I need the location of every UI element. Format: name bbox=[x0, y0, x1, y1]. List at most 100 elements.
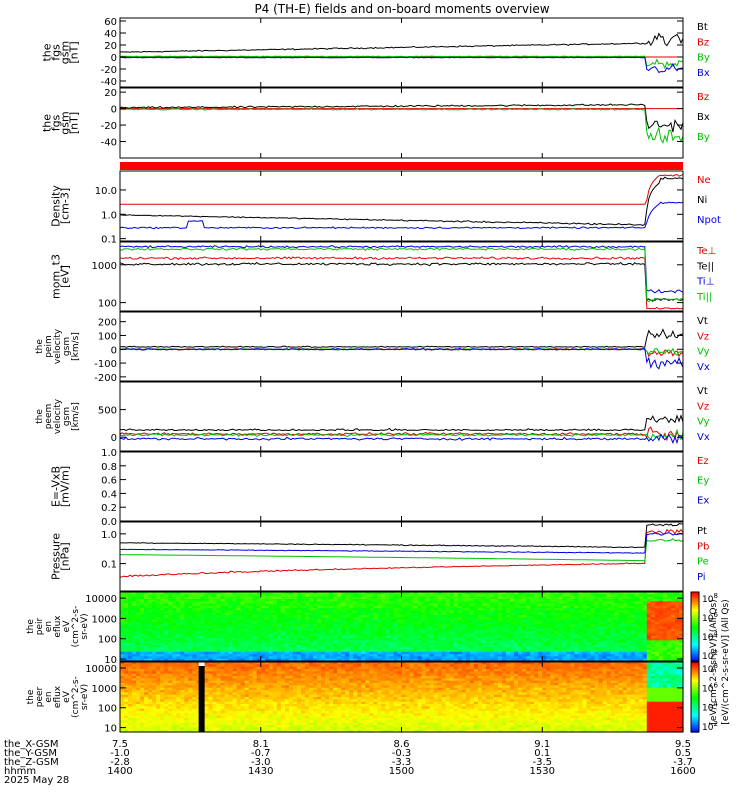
spectrogram-cell bbox=[461, 617, 467, 621]
spectrogram-cell bbox=[124, 678, 129, 682]
spectrogram-cell bbox=[582, 603, 588, 607]
spectrogram-cell bbox=[288, 594, 294, 598]
spectrogram-cell bbox=[124, 654, 129, 657]
spectrogram-cell bbox=[650, 642, 656, 646]
spectrogram-cell bbox=[626, 631, 632, 634]
spectrogram-cell bbox=[554, 633, 559, 637]
spectrogram-cell bbox=[457, 610, 463, 614]
spectrogram-cell bbox=[646, 603, 652, 607]
spectrogram-cell bbox=[301, 612, 306, 616]
spectrogram-cell bbox=[449, 649, 455, 653]
spectrogram-cell bbox=[675, 647, 680, 651]
spectrogram-cell bbox=[598, 619, 604, 623]
spectrogram-cell bbox=[373, 658, 378, 662]
spectrogram-cell bbox=[184, 644, 189, 648]
spectrogram-cell bbox=[409, 621, 415, 625]
spectrogram-cell bbox=[554, 603, 559, 607]
spectrogram-cell bbox=[381, 633, 386, 637]
spectrogram-cell bbox=[473, 644, 479, 648]
panel-peer-eflux: 10000100010010thepeerenefluxeV(cm^2-s-sr… bbox=[26, 661, 684, 735]
spectrogram-cell bbox=[530, 647, 535, 651]
spectrogram-cell bbox=[188, 615, 193, 618]
spectrogram-cell bbox=[216, 608, 222, 611]
spectrogram-cell bbox=[526, 628, 531, 632]
spectrogram-cell bbox=[614, 612, 620, 616]
spectrogram-cell bbox=[409, 603, 415, 607]
spectrogram-cell bbox=[321, 656, 326, 660]
spectrogram-cell bbox=[136, 715, 141, 719]
spectrogram-cell bbox=[554, 640, 559, 644]
spectrogram-cell bbox=[220, 642, 226, 646]
spectrogram-cell bbox=[654, 654, 660, 657]
spectrogram-cell bbox=[546, 640, 551, 644]
spectrogram-cell bbox=[654, 610, 660, 614]
spectrogram-cell bbox=[469, 649, 475, 653]
spectrogram-cell bbox=[485, 612, 491, 616]
spectrogram-cell bbox=[401, 624, 407, 628]
spectrogram-cell bbox=[305, 621, 310, 625]
spectrogram-cell bbox=[345, 624, 350, 628]
spectrogram-cell bbox=[228, 635, 234, 639]
spectrogram-cell bbox=[679, 594, 684, 598]
spectrogram-cell bbox=[124, 651, 129, 655]
spectrogram-cell bbox=[622, 628, 628, 632]
spectrogram-cell bbox=[481, 644, 487, 648]
spectrogram-cell bbox=[184, 598, 189, 602]
spectrogram-cell bbox=[292, 612, 298, 616]
spectrogram-cell bbox=[574, 649, 579, 653]
spectrogram-cell bbox=[164, 720, 169, 724]
spectrogram-cell bbox=[646, 601, 652, 605]
spectrogram-cell bbox=[353, 596, 358, 600]
spectrogram-cell bbox=[180, 598, 185, 602]
spectrogram-cell bbox=[638, 621, 644, 625]
spectrogram-cell bbox=[220, 638, 226, 641]
spectrogram-cell bbox=[184, 619, 189, 623]
spectrogram-cell bbox=[679, 601, 684, 605]
spectrogram-cell bbox=[148, 708, 153, 712]
spectrogram-cell bbox=[369, 647, 374, 651]
spectrogram-cell bbox=[188, 649, 193, 653]
spectrogram-cell bbox=[610, 644, 616, 648]
spectrogram-cell bbox=[164, 711, 169, 714]
spectrogram-cell bbox=[389, 635, 394, 639]
spectrogram-cell bbox=[256, 621, 262, 625]
spectrogram-cell bbox=[333, 621, 338, 625]
spectrogram-cell bbox=[522, 592, 527, 595]
spectrogram-cell bbox=[144, 605, 149, 609]
spectrogram-cell bbox=[305, 635, 310, 639]
spectrogram-cell bbox=[341, 649, 346, 653]
spectrogram-cell bbox=[405, 633, 411, 637]
spectrogram-cell bbox=[526, 621, 531, 625]
spectrogram-cell bbox=[264, 647, 270, 651]
spectrogram-cell bbox=[590, 594, 596, 598]
spectrogram-cell bbox=[618, 628, 624, 632]
spectrogram-cell bbox=[292, 610, 298, 614]
spectrogram-cell bbox=[148, 690, 153, 693]
spectrogram-cell bbox=[124, 615, 129, 618]
spectrogram-cell bbox=[429, 603, 435, 607]
spectrogram-cell bbox=[646, 658, 652, 662]
spectrogram-cell bbox=[630, 624, 636, 628]
spectrogram-cell bbox=[457, 654, 463, 657]
spectrogram-cell bbox=[136, 654, 141, 657]
spectrogram-cell bbox=[345, 605, 350, 609]
spectrogram-cell bbox=[606, 601, 612, 605]
spectrogram-cell bbox=[136, 651, 141, 655]
spectrogram-cell bbox=[292, 626, 298, 630]
spectrogram-cell bbox=[598, 633, 604, 637]
spectrogram-cell bbox=[168, 649, 173, 653]
spectrogram-cell bbox=[160, 708, 165, 712]
spectrogram-cell bbox=[148, 658, 153, 662]
spectrogram-cell bbox=[498, 592, 503, 595]
y-tick-label: 0 bbox=[111, 105, 117, 116]
spectrogram-cell bbox=[168, 711, 173, 714]
spectrogram-cell bbox=[361, 603, 366, 607]
spectrogram-cell bbox=[590, 608, 596, 611]
spectrogram-cell bbox=[530, 619, 535, 623]
y-axis-label-line: en bbox=[44, 621, 54, 632]
spectrogram-cell bbox=[558, 638, 563, 641]
spectrogram-cell bbox=[333, 594, 338, 598]
spectrogram-cell bbox=[622, 633, 628, 637]
spectrogram-cell bbox=[349, 619, 354, 623]
spectrogram-cell bbox=[172, 644, 177, 648]
